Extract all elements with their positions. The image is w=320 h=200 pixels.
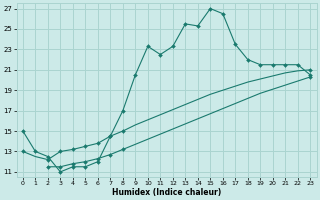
X-axis label: Humidex (Indice chaleur): Humidex (Indice chaleur) <box>112 188 221 197</box>
